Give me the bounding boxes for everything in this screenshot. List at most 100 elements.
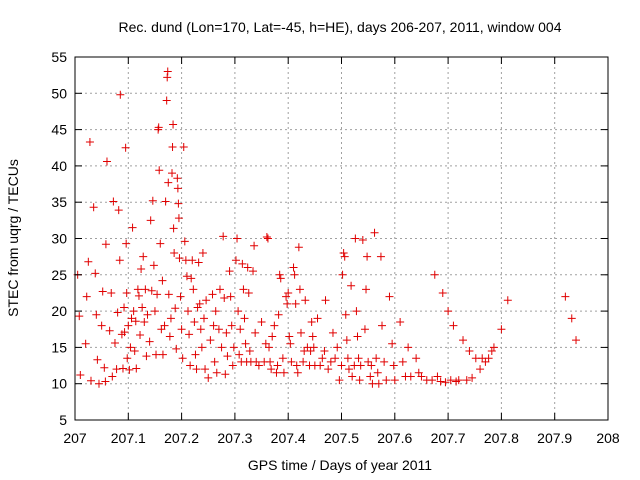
x-tick-label: 207.4: [271, 430, 306, 446]
x-tick-label: 207.2: [164, 430, 199, 446]
data-point: [406, 372, 415, 381]
data-point: [173, 184, 182, 193]
data-point: [143, 310, 152, 319]
data-point: [234, 307, 243, 316]
data-point: [341, 310, 350, 319]
data-point: [107, 288, 116, 297]
data-point: [94, 379, 103, 388]
data-point: [134, 291, 143, 300]
data-point: [261, 339, 270, 348]
data-point: [127, 314, 136, 323]
data-point: [109, 197, 118, 206]
data-point: [487, 347, 496, 356]
data-point: [186, 361, 195, 370]
data-points: [73, 67, 581, 388]
data-point: [160, 321, 169, 330]
data-point: [125, 365, 134, 374]
data-point: [163, 67, 172, 76]
data-point: [93, 355, 102, 364]
data-point: [192, 365, 201, 374]
data-point: [162, 96, 171, 105]
data-point: [145, 337, 154, 346]
data-point: [136, 331, 145, 340]
data-point: [89, 203, 98, 212]
data-point: [241, 339, 250, 348]
data-point: [337, 361, 346, 370]
data-point: [348, 372, 357, 381]
data-point: [114, 206, 123, 215]
y-tick-label: 50: [51, 85, 67, 101]
data-point: [220, 294, 229, 303]
data-point: [333, 343, 342, 352]
data-point: [190, 317, 199, 326]
data-point: [449, 321, 458, 330]
data-point: [139, 252, 148, 261]
data-point: [275, 270, 284, 279]
data-point: [82, 292, 91, 301]
data-point: [179, 143, 188, 152]
data-point: [351, 234, 360, 243]
data-point: [267, 365, 276, 374]
data-point: [225, 267, 234, 276]
data-point: [164, 290, 173, 299]
data-point: [197, 343, 206, 352]
data-point: [376, 252, 385, 261]
data-point: [122, 239, 131, 248]
data-point: [122, 288, 131, 297]
x-tick-label: 207: [63, 430, 87, 446]
y-tick-label: 25: [51, 267, 67, 283]
data-point: [155, 166, 164, 175]
data-point: [191, 350, 200, 359]
data-point: [76, 370, 85, 379]
data-point: [138, 303, 147, 312]
data-point: [358, 235, 367, 244]
data-point: [354, 354, 363, 363]
data-point: [481, 357, 490, 366]
x-tick-label: 207.7: [431, 430, 466, 446]
x-axis-tick-labels: 207 207.1 207.2 207.3 207.4 207.5 207.6 207.7 20…: [63, 430, 620, 446]
data-point: [223, 352, 232, 361]
data-point: [362, 285, 371, 294]
data-point: [158, 350, 167, 359]
data-point: [128, 223, 137, 232]
data-point: [110, 339, 119, 348]
data-point: [266, 357, 275, 366]
y-tick-label: 20: [51, 303, 67, 319]
data-point: [120, 328, 129, 337]
data-point: [307, 317, 316, 326]
x-tick-label: 207.9: [537, 430, 572, 446]
y-tick-label: 15: [51, 339, 67, 355]
x-tick-label: 207.8: [484, 430, 519, 446]
data-point: [236, 325, 245, 334]
data-point: [204, 373, 213, 382]
data-point: [398, 357, 407, 366]
data-point: [166, 314, 175, 323]
data-point: [373, 368, 382, 377]
data-point: [194, 258, 203, 267]
data-point: [233, 234, 242, 243]
data-point: [284, 288, 293, 297]
data-point: [289, 263, 298, 272]
data-point: [137, 264, 146, 273]
data-point: [412, 354, 421, 363]
data-point: [183, 307, 192, 316]
data-point: [484, 354, 493, 363]
data-point: [374, 379, 383, 388]
data-point: [227, 321, 236, 330]
data-point: [101, 377, 110, 386]
data-point: [321, 296, 330, 305]
data-point: [338, 270, 347, 279]
data-point: [157, 325, 166, 334]
data-point: [251, 328, 260, 337]
data-point: [454, 376, 463, 385]
data-point: [388, 339, 397, 348]
data-point: [324, 365, 333, 374]
data-point: [81, 339, 90, 348]
data-point: [187, 274, 196, 283]
data-point: [163, 73, 172, 82]
data-point: [243, 263, 252, 272]
data-point: [436, 377, 445, 386]
data-point: [382, 376, 391, 385]
data-point: [92, 310, 101, 319]
data-point: [148, 196, 157, 205]
